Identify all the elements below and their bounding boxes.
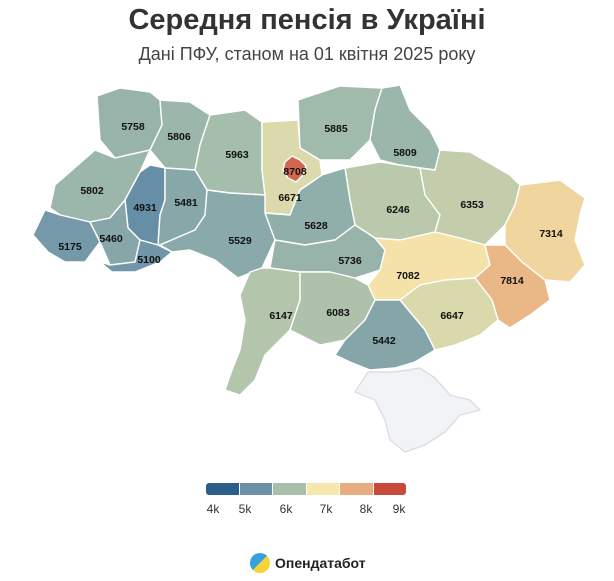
region-value-label: 5758: [121, 121, 145, 133]
region-value-label: 6246: [386, 204, 410, 216]
region-value-label: 5175: [58, 241, 82, 253]
region-value-label: 6083: [326, 307, 350, 319]
region-luhansk[interactable]: [504, 179, 586, 283]
region-vinnytsia[interactable]: [159, 189, 276, 279]
legend-tick: 8k: [359, 502, 373, 516]
region-value-label: 5736: [338, 255, 362, 267]
brand-logo-icon: [250, 553, 270, 573]
region-value-label: 5628: [304, 220, 328, 232]
region-value-label: 5460: [99, 233, 123, 245]
region-kyiv-city[interactable]: [282, 155, 307, 183]
region-odesa[interactable]: [224, 267, 301, 396]
legend-ticks: 4k 5k 6k 7k 8k 9k: [200, 502, 420, 518]
legend-swatch: [340, 483, 374, 495]
legend-color-bar: [206, 483, 406, 495]
region-crimea[interactable]: [354, 367, 481, 453]
region-value-label: 6353: [460, 199, 484, 211]
region-value-label: 5100: [137, 254, 161, 266]
legend-swatch: [239, 483, 273, 495]
legend-tick: 9k: [392, 502, 406, 516]
legend-swatch: [206, 483, 240, 495]
brand: Опендатабот: [250, 552, 366, 574]
region-donetsk[interactable]: [474, 244, 551, 329]
map-subtitle: Дані ПФУ, станом на 01 квітня 2025 року: [138, 44, 476, 64]
region-value-label: 7314: [539, 228, 563, 240]
region-value-label: 5963: [225, 149, 249, 161]
region-value-label: 6647: [440, 310, 464, 322]
brand-name: Опендатабот: [275, 555, 366, 571]
region-value-label: 7082: [396, 270, 420, 282]
legend-tick: 4k: [206, 502, 220, 516]
region-value-label: 7814: [500, 275, 524, 287]
region-value-label: 5481: [174, 197, 198, 209]
legend-tick: 7k: [319, 502, 333, 516]
region-value-label: 4931: [133, 202, 157, 214]
map-title: Середня пенсія в Україні: [128, 4, 486, 36]
region-value-label: 5806: [167, 131, 191, 143]
region-value-label: 5529: [228, 235, 252, 247]
region-zakarpattia[interactable]: [32, 209, 101, 263]
legend-swatch: [373, 483, 406, 495]
region-value-label: 8708: [283, 166, 307, 178]
legend-swatch: [273, 483, 307, 495]
legend-tick: 6k: [279, 502, 293, 516]
region-value-label: 5885: [324, 123, 348, 135]
region-value-label: 6147: [269, 310, 293, 322]
legend-swatch: [306, 483, 340, 495]
region-value-label: 5809: [393, 147, 417, 159]
region-value-label: 5442: [372, 335, 396, 347]
region-value-label: 6671: [278, 192, 302, 204]
region-value-label: 5802: [80, 185, 104, 197]
legend-tick: 5k: [238, 502, 252, 516]
region-kherson[interactable]: [334, 299, 436, 371]
